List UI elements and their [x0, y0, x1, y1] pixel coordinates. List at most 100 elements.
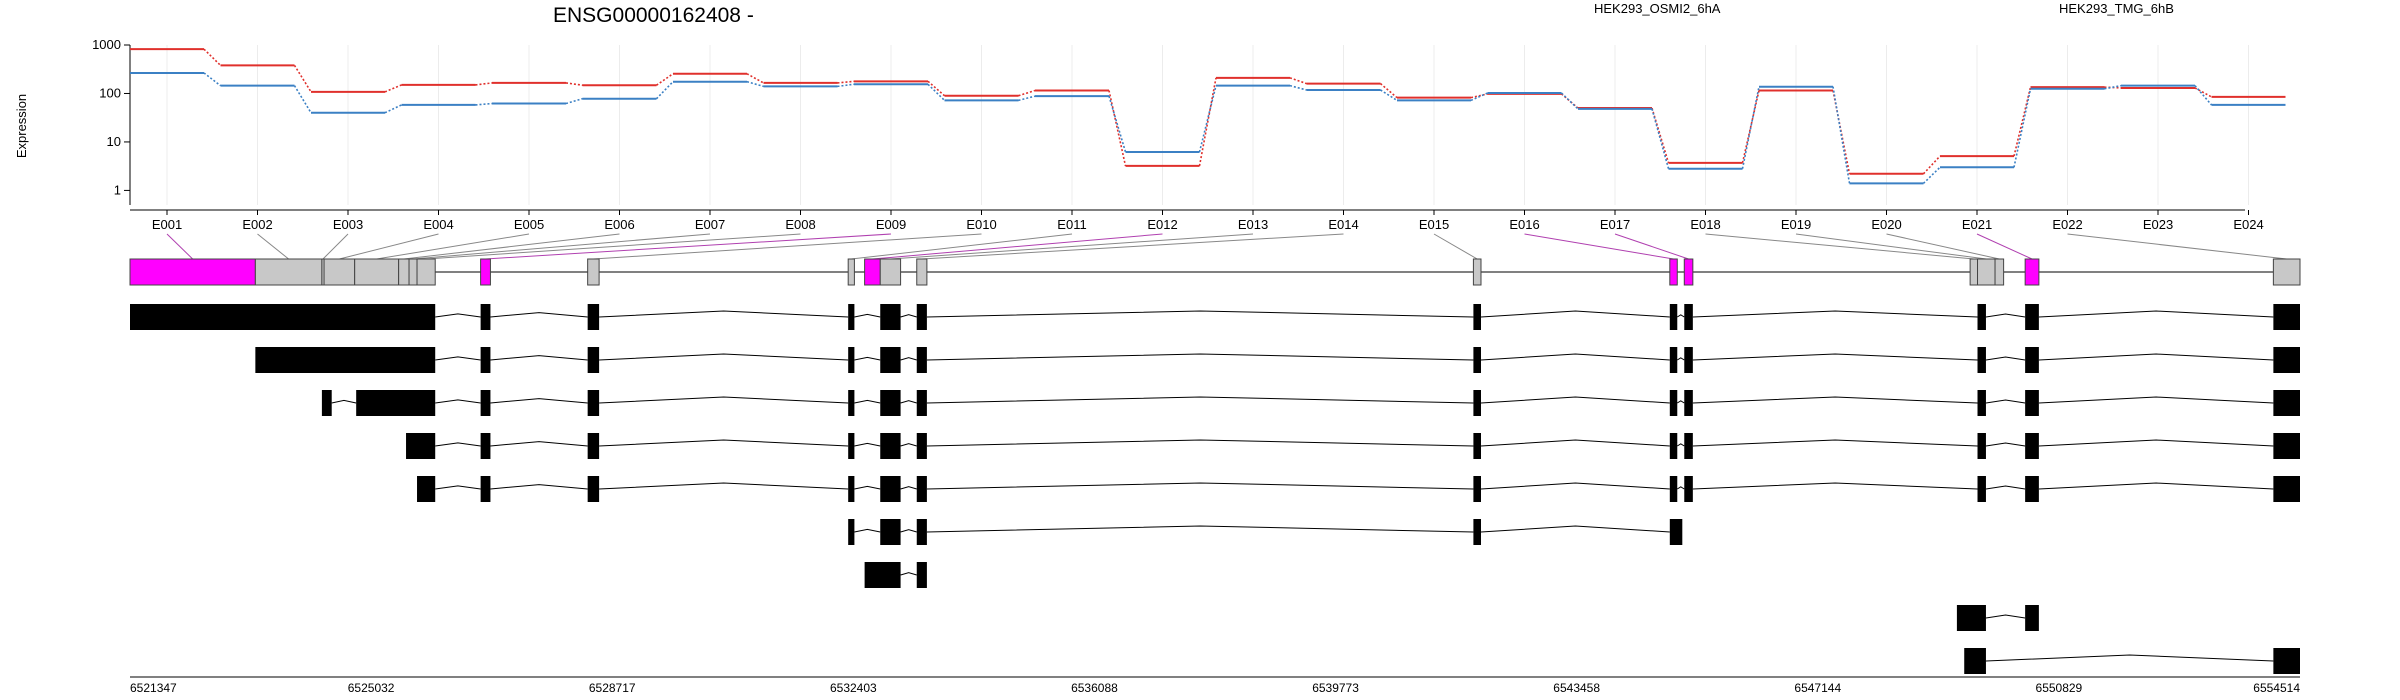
exon-label: E023 — [2143, 217, 2173, 232]
series-connector — [2194, 85, 2213, 106]
transcript-intron — [2038, 396, 2274, 404]
exon-block — [2024, 258, 2040, 286]
series-connector — [565, 97, 583, 105]
exon-connector — [2067, 233, 2287, 260]
series-osmi2 — [130, 48, 2286, 175]
exon-block — [1994, 258, 2005, 286]
series-connector — [1560, 92, 1579, 110]
transcript-exon — [1473, 304, 1481, 330]
y-tick-label: 100 — [99, 85, 121, 100]
transcript-models — [130, 304, 2300, 674]
transcript-intron — [900, 486, 917, 490]
transcript-exon — [480, 476, 491, 502]
exon-label: E004 — [423, 217, 453, 232]
transcript-exon — [848, 476, 855, 502]
series-connector — [475, 82, 493, 86]
transcript-intron — [926, 310, 1474, 318]
exon-label: E012 — [1147, 217, 1177, 232]
exon-block — [254, 258, 323, 286]
exon-label: E014 — [1328, 217, 1358, 232]
transcript-exon — [916, 347, 927, 373]
transcript-exon — [406, 433, 436, 459]
transcript-intron — [599, 396, 849, 404]
series-lines — [130, 48, 2286, 185]
transcript-intron — [900, 443, 917, 447]
transcript-exon — [1956, 605, 1986, 631]
transcript-exon — [880, 304, 901, 330]
transcript-intron — [900, 529, 917, 533]
transcript-row — [321, 390, 2300, 416]
exon-connector — [257, 233, 289, 260]
transcript-exon — [1669, 433, 1678, 459]
transcript-exon — [480, 347, 491, 373]
transcript-intron — [331, 399, 357, 404]
transcript-row — [255, 347, 2300, 373]
y-tick-label: 1 — [114, 182, 121, 197]
transcript-intron — [926, 525, 1474, 533]
transcript-exon — [1669, 390, 1678, 416]
exon-label: E010 — [966, 217, 996, 232]
transcript-intron — [926, 353, 1474, 361]
transcript-exon — [2273, 648, 2300, 674]
transcript-exon — [1977, 347, 1986, 373]
transcript-exon — [255, 347, 436, 373]
genomic-tick-label: 6554514 — [2253, 681, 2300, 695]
exon-block — [354, 258, 400, 286]
exon-label: E022 — [2052, 217, 2082, 232]
exon-axis: E001 E002 E003 E004 E005 E006 E007 E008 E009 E010… — [130, 209, 2264, 232]
genomic-tick-label: 6550829 — [2036, 681, 2083, 695]
transcript-exon — [1977, 476, 1986, 502]
series-connector — [1470, 93, 1488, 99]
transcript-intron — [926, 396, 1474, 404]
exon-label: E002 — [242, 217, 272, 232]
transcript-exon — [1669, 304, 1678, 330]
transcript-intron — [1677, 400, 1685, 404]
transcript-exon — [916, 562, 927, 588]
series-connector — [2194, 87, 2212, 98]
transcript-exon — [1473, 347, 1481, 373]
series-connector — [1560, 93, 1579, 109]
series-connector — [293, 64, 312, 93]
transcript-exon — [1669, 347, 1678, 373]
series-connector — [2013, 86, 2032, 157]
transcript-intron — [435, 485, 481, 490]
chart-title: ENSG00000162408 - — [553, 4, 754, 27]
series-connector — [837, 83, 855, 88]
transcript-row — [406, 433, 2300, 459]
transcript-row — [1964, 648, 2300, 674]
transcript-exon — [2025, 605, 2039, 631]
exon-block — [2272, 258, 2301, 286]
transcript-exon — [2025, 433, 2039, 459]
series-connector — [655, 81, 674, 100]
series-connector — [656, 73, 674, 86]
series-connector — [1289, 77, 1307, 85]
transcript-intron — [1480, 396, 1670, 404]
transcript-intron — [1677, 357, 1685, 361]
exon-block — [398, 258, 410, 286]
transcript-exon — [880, 476, 901, 502]
exon-connectors — [166, 233, 2287, 260]
series-connector — [565, 82, 583, 87]
exon-connector — [593, 233, 982, 260]
transcript-exon — [2025, 304, 2039, 330]
series-connector — [384, 84, 402, 93]
transcript-intron — [2038, 439, 2274, 447]
series-connector — [1380, 89, 1398, 102]
exon-connector — [339, 233, 439, 260]
series-connector — [203, 48, 222, 66]
transcript-intron — [2038, 310, 2274, 318]
transcript-intron — [854, 528, 881, 533]
transcript-intron — [854, 442, 881, 447]
exon-block — [480, 258, 491, 286]
transcript-exon — [848, 347, 855, 373]
series-connector — [1289, 84, 1307, 91]
transcript-intron — [435, 313, 481, 318]
y-tick-label: 10 — [107, 134, 121, 149]
transcript-intron — [1480, 525, 1670, 533]
exon-connector — [166, 233, 194, 260]
transcript-exon — [916, 304, 927, 330]
exon-connector — [322, 233, 349, 260]
exon-connector — [872, 233, 1163, 260]
series-connector — [1198, 77, 1217, 167]
exon-block — [879, 258, 902, 286]
